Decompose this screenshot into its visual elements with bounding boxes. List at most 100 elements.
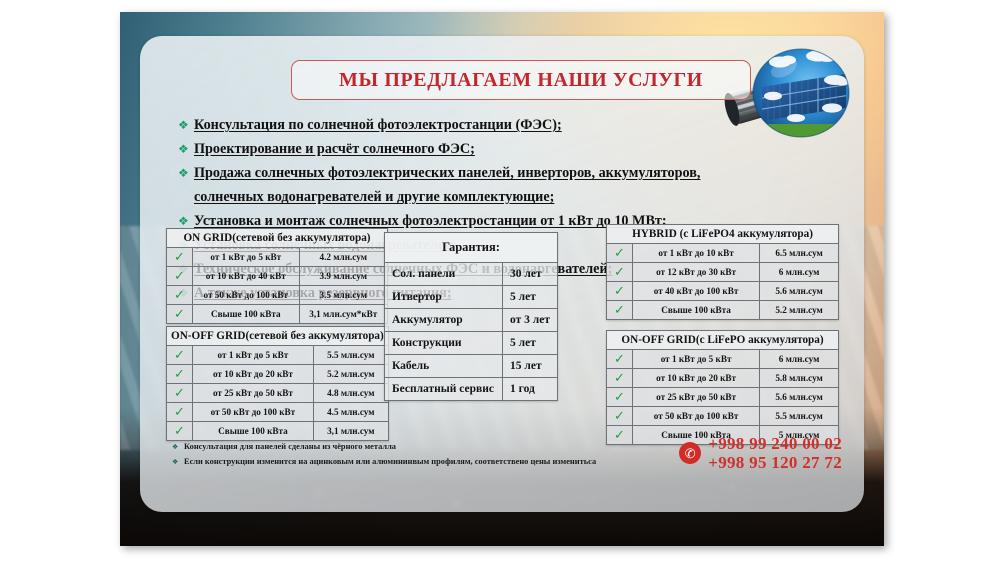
power-range: от 25 кВт до 50 кВт xyxy=(192,383,314,403)
content-panel: МЫ ПРЕДЛАГАЕМ НАШИ УСЛУГИ ❖ Консультация… xyxy=(140,36,864,512)
table-row: ✓ от 12 кВт до 30 кВт 6 млн.сум xyxy=(606,262,839,282)
table-header-row: HYBRID (с LiFePO4 аккумулятора) xyxy=(606,224,839,244)
diamond-bullet-icon: ❖ xyxy=(172,458,179,466)
table-row: ✓ от 1 кВт до 5 кВт 6 млн.сум xyxy=(606,349,839,369)
table-row: ✓ от 1 кВт до 10 кВт 6.5 млн.сум xyxy=(606,243,839,263)
warranty-term: 1 год xyxy=(502,377,558,401)
table-on-off-grid-lifepo: ON-OFF GRID(с LiFePO аккумулятора) ✓ от … xyxy=(606,330,839,445)
table-row: ✓ от 25 кВт до 50 кВт 5.6 млн.сум xyxy=(606,387,839,407)
warranty-term: 5 лет xyxy=(502,331,558,355)
table-title: ON GRID(сетевой без аккумулятора) xyxy=(166,228,388,248)
table-row: ✓ от 25 кВт до 50 кВт 4.8 млн.сум xyxy=(166,383,389,403)
power-range: от 50 кВт до 100 кВт xyxy=(192,285,300,305)
table-hybrid: HYBRID (с LiFePO4 аккумулятора) ✓ от 1 к… xyxy=(606,224,839,320)
title-banner: МЫ ПРЕДЛАГАЕМ НАШИ УСЛУГИ xyxy=(291,60,751,100)
power-range: Свыше 100 кВта xyxy=(631,300,761,320)
price-value: 5.5 млн.сум xyxy=(759,406,839,426)
check-icon: ✓ xyxy=(166,402,193,422)
phone-number-list: +998 99 240 00 02 +998 95 120 27 72 xyxy=(708,434,842,472)
table-row: ✓ от 50 кВт до 100 кВт 5.5 млн.сум xyxy=(606,406,839,426)
page-title: МЫ ПРЕДЛАГАЕМ НАШИ УСЛУГИ xyxy=(339,68,703,91)
contact-phones[interactable]: ✆ +998 99 240 00 02 +998 95 120 27 72 xyxy=(679,434,842,472)
price-value: 5.2 млн.сум xyxy=(312,364,389,384)
list-item: ❖ Проектирование и расчёт солнечного ФЭС… xyxy=(178,138,798,160)
price-value: 5.5 млн.сум xyxy=(312,345,389,365)
table-row: Итвертор 5 лет xyxy=(383,285,558,309)
check-icon: ✓ xyxy=(606,368,633,388)
list-item: ❖ Консультация по солнечной фотоэлектрос… xyxy=(178,114,798,136)
diamond-bullet-icon: ❖ xyxy=(172,443,179,451)
price-value: 6 млн.сум xyxy=(759,349,839,369)
list-item: ❖ Установка и монтаж солнечных фотоэлект… xyxy=(178,210,798,232)
power-range: от 40 кВт до 100 кВт xyxy=(631,281,761,301)
phone-icon: ✆ xyxy=(679,442,702,464)
check-icon: ✓ xyxy=(166,285,193,305)
power-range: от 1 кВт до 5 кВт xyxy=(631,349,761,369)
table-row: Конструкции 5 лет xyxy=(383,331,558,355)
footer-notes: ❖ Консультация для панелей сделаны из чё… xyxy=(172,441,642,471)
power-range: от 50 кВт до 100 кВт xyxy=(631,406,761,426)
slide-card: МЫ ПРЕДЛАГАЕМ НАШИ УСЛУГИ ❖ Консультация… xyxy=(120,12,884,546)
warranty-term: 30 лет xyxy=(502,262,558,286)
table-row: ✓ от 50 кВт до 100 кВт 4.5 млн.сум xyxy=(166,402,389,422)
service-label: Проектирование и расчёт солнечного ФЭС; xyxy=(194,141,475,157)
warranty-item: Бесплатный сервис xyxy=(383,377,504,401)
table-row: ✓ от 10 кВт до 40 кВт 3.9 млн.сум xyxy=(166,266,389,286)
price-value: 5.2 млн.сум xyxy=(759,300,839,320)
warranty-item: Конструкции xyxy=(383,331,504,355)
diamond-bullet-icon: ❖ xyxy=(178,166,189,180)
table-on-off-grid: ON-OFF GRID(сетевой без аккумулятора) ✓ … xyxy=(166,326,389,441)
price-value: 6.5 млн.сум xyxy=(759,243,839,263)
footer-note: ❖ Если конструкции изменится на ацинковы… xyxy=(172,456,642,468)
check-icon: ✓ xyxy=(166,266,193,286)
footer-note-text: Консультация для панелей сделаны из чёрн… xyxy=(184,442,396,451)
table-row: Бесплатный сервис 1 год xyxy=(383,377,558,401)
power-range: от 10 кВт до 20 кВт xyxy=(631,368,761,388)
phone-number[interactable]: +998 95 120 27 72 xyxy=(708,453,842,472)
check-icon: ✓ xyxy=(606,425,633,445)
warranty-term: 15 лет xyxy=(502,354,558,378)
service-label: Консультация по солнечной фотоэлектроста… xyxy=(194,117,562,133)
power-range: от 10 кВт до 40 кВт xyxy=(192,266,300,286)
table-title: HYBRID (с LiFePO4 аккумулятора) xyxy=(606,224,839,244)
price-value: 3,1 млн.сум*кВт xyxy=(298,304,389,324)
check-icon: ✓ xyxy=(606,349,633,369)
price-value: 4.2 млн.сум xyxy=(298,247,389,267)
table-row: ✓ Свыше 100 кВта 5.2 млн.сум xyxy=(606,300,839,320)
warranty-item: Сол. панели xyxy=(383,262,504,286)
table-row: Сол. панели 30 лет xyxy=(383,262,558,286)
power-range: от 25 кВт до 50 кВт xyxy=(631,387,761,407)
power-range: от 1 кВт до 5 кВт xyxy=(192,247,300,267)
check-icon: ✓ xyxy=(166,304,193,324)
table-row: ✓ Свыше 100 кВта 3,1 млн.сум*кВт xyxy=(166,304,389,324)
lightbulb-solar-icon xyxy=(724,48,850,138)
table-row: ✓ от 50 кВт до 100 кВт 3.5 млн.сум xyxy=(166,285,389,305)
table-title: ON-OFF GRID(с LiFePO аккумулятора) xyxy=(606,330,839,350)
price-value: 4.8 млн.сум xyxy=(312,383,389,403)
footer-note-text: Если конструкции изменится на ацинковым … xyxy=(184,457,597,466)
power-range: от 1 кВт до 5 кВт xyxy=(192,345,314,365)
check-icon: ✓ xyxy=(606,387,633,407)
table-header-row: ON GRID(сетевой без аккумулятора) xyxy=(166,228,388,248)
list-item-continuation: солнечных водонагревателей и другие комп… xyxy=(178,186,798,208)
price-value: 5.6 млн.сум xyxy=(759,387,839,407)
table-on-grid: ON GRID(сетевой без аккумулятора) ✓ от 1… xyxy=(166,228,389,324)
check-icon: ✓ xyxy=(166,383,193,403)
warranty-term: от 3 лет xyxy=(502,308,558,332)
price-value: 5.8 млн.сум xyxy=(759,368,839,388)
check-icon: ✓ xyxy=(606,300,633,320)
table-row: Аккумулятор от 3 лет xyxy=(383,308,558,332)
table-header-row: ON-OFF GRID(с LiFePO аккумулятора) xyxy=(606,330,839,350)
table-row: ✓ от 1 кВт до 5 кВт 4.2 млн.сум xyxy=(166,247,389,267)
service-label-continuation: солнечных водонагревателей и другие комп… xyxy=(194,189,555,205)
power-range: Свыше 100 кВта xyxy=(192,421,314,441)
table-row: ✓ от 10 кВт до 20 кВт 5.8 млн.сум xyxy=(606,368,839,388)
price-value: 5.6 млн.сум xyxy=(759,281,839,301)
price-value: 3.9 млн.сум xyxy=(298,266,389,286)
check-icon: ✓ xyxy=(606,281,633,301)
phone-number[interactable]: +998 99 240 00 02 xyxy=(708,434,842,453)
service-label: Продажа солнечных фотоэлектрических пане… xyxy=(194,165,701,181)
table-row: ✓ Свыше 100 кВта 5 млн.сум xyxy=(606,425,839,445)
check-icon: ✓ xyxy=(606,406,633,426)
power-range: от 1 кВт до 10 кВт xyxy=(631,243,761,263)
